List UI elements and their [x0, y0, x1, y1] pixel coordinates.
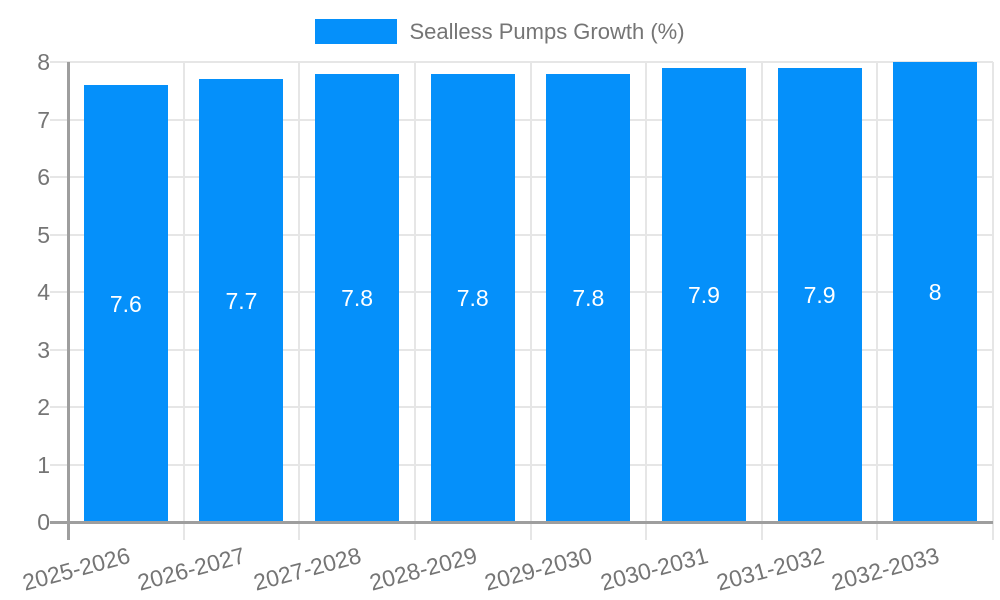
y-tick: [50, 406, 68, 408]
bar-value-label: 7.8: [456, 284, 489, 311]
y-tick: [50, 233, 68, 236]
y-axis-tick-label: 6: [37, 164, 50, 190]
legend-label: Sealless Pumps Growth (%): [409, 19, 685, 44]
bar[interactable]: [777, 67, 862, 522]
y-tick: [50, 291, 68, 293]
y-tick: [50, 348, 68, 351]
y-axis-tick-label: 2: [37, 394, 50, 420]
x-gridline: [298, 62, 301, 522]
x-tick: [182, 522, 185, 540]
y-axis-tick-label: 1: [37, 451, 50, 478]
bar[interactable]: [430, 73, 515, 522]
bar-value-label: 7.9: [803, 281, 836, 308]
bar[interactable]: [199, 79, 284, 522]
bar[interactable]: [83, 85, 168, 522]
x-tick: [760, 522, 763, 540]
chart-legend[interactable]: Sealless Pumps Growth (%): [0, 18, 1000, 45]
bar-value-label: 7.9: [687, 281, 720, 308]
x-tick: [645, 522, 648, 540]
x-gridline: [413, 62, 416, 522]
y-axis-tick-label: 0: [37, 509, 50, 535]
y-tick: [50, 176, 68, 178]
y-tick: [50, 61, 68, 63]
x-gridline: [182, 62, 185, 522]
y-tick: [50, 118, 68, 121]
x-tick: [529, 522, 532, 540]
bar-value-label: 7.7: [225, 287, 258, 314]
x-gridline: [760, 62, 763, 522]
x-tick: [413, 522, 416, 540]
bar[interactable]: [893, 62, 978, 522]
x-axis-line: [50, 521, 993, 524]
bar[interactable]: [546, 73, 631, 522]
x-gridline: [529, 62, 532, 522]
y-axis-tick-label: 5: [37, 221, 50, 248]
bar-value-label: 7.6: [109, 290, 142, 317]
x-tick: [992, 522, 994, 540]
x-tick: [298, 522, 301, 540]
y-axis-tick-label: 8: [37, 49, 50, 75]
x-gridline: [645, 62, 648, 522]
y-axis-tick-label: 3: [37, 336, 50, 363]
y-axis-tick-label: 4: [37, 279, 50, 305]
bar[interactable]: [661, 67, 746, 522]
y-axis-tick-label: 7: [37, 106, 50, 133]
y-axis-line: [67, 62, 70, 540]
bar-value-label: 7.8: [341, 284, 374, 311]
x-tick: [876, 522, 879, 540]
y-tick: [50, 463, 68, 466]
bar-value-label: 8: [928, 279, 942, 305]
x-gridline: [992, 62, 994, 522]
legend-swatch-icon: [315, 19, 398, 44]
x-gridline: [876, 62, 879, 522]
bar[interactable]: [315, 73, 400, 522]
bar-value-label: 7.8: [572, 284, 605, 311]
